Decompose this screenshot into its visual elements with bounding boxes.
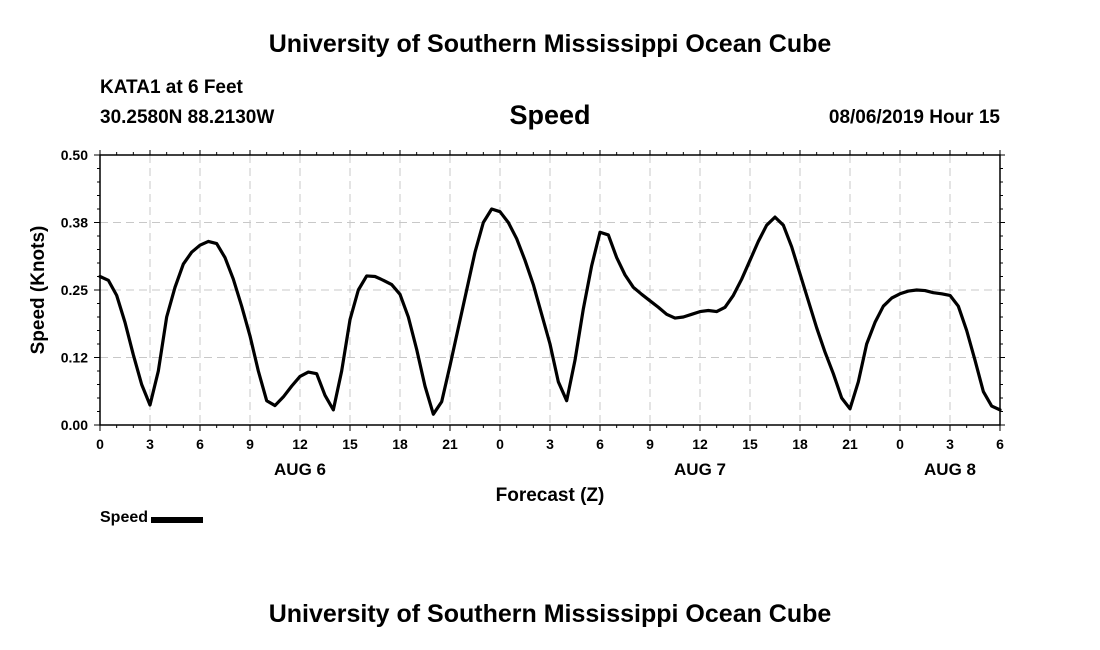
x-tick-label: 6: [996, 436, 1004, 452]
chart-ticks: [94, 150, 1005, 431]
y-axis-label: Speed (Knots): [28, 226, 49, 355]
x-tick-label: 6: [596, 436, 604, 452]
footer-title: University of Southern Mississippi Ocean…: [268, 600, 832, 628]
x-tick-label: 3: [946, 436, 954, 452]
variable-title: Speed: [509, 100, 591, 130]
x-tick-label: 21: [442, 436, 458, 452]
y-tick-label: 0.38: [61, 215, 88, 231]
date-label: AUG 8: [924, 460, 976, 479]
station-label: KATA1 at 6 Feet: [100, 77, 243, 98]
x-tick-label: 0: [896, 436, 904, 452]
date-label: AUG 6: [274, 460, 326, 479]
legend-label-speed: Speed: [100, 509, 149, 526]
x-tick-label: 12: [692, 436, 708, 452]
date-label: AUG 7: [674, 460, 726, 479]
x-tick-label: 9: [646, 436, 654, 452]
x-tick-label: 9: [246, 436, 254, 452]
x-tick-label: 3: [146, 436, 154, 452]
x-tick-label: 15: [342, 436, 358, 452]
x-tick-label: 6: [196, 436, 204, 452]
y-tick-label: 0.50: [61, 147, 88, 163]
x-tick-label: 0: [96, 436, 104, 452]
x-tick-label: 3: [546, 436, 554, 452]
x-tick-label: 21: [842, 436, 858, 452]
main-title: University of Southern Mississippi Ocean…: [268, 30, 832, 58]
x-tick-label: 0: [496, 436, 504, 452]
y-tick-label: 0.00: [61, 417, 88, 433]
station-coordinates: 30.2580N 88.2130W: [100, 107, 275, 128]
forecast-timestamp: 08/06/2019 Hour 15: [828, 107, 1000, 128]
chart-grid: [100, 155, 1000, 425]
y-tick-label: 0.12: [61, 350, 88, 366]
x-tick-label: 15: [742, 436, 758, 452]
x-axis-label: Forecast (Z): [496, 485, 605, 506]
series-line-speed: [98, 207, 1002, 416]
x-tick-label: 18: [392, 436, 408, 452]
legend-swatch-speed: [151, 516, 204, 523]
x-tick-label: 12: [292, 436, 308, 452]
x-tick-label: 18: [792, 436, 808, 452]
chart-labels: 0 3 6 9 12 15 18 21 0 3 6 9 12 15 18 21 0 3 6 0.00 0.12 0.25 0…: [61, 147, 1004, 479]
chart-legend: Speed: [100, 509, 204, 527]
y-tick-label: 0.25: [61, 282, 88, 298]
